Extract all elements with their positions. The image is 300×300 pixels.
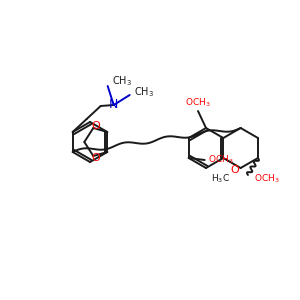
Text: O: O xyxy=(91,153,100,163)
Text: H$_3$C: H$_3$C xyxy=(211,173,230,185)
Text: CH$_3$: CH$_3$ xyxy=(134,85,154,99)
Text: CH$_3$: CH$_3$ xyxy=(112,74,132,88)
Text: OCH$_3$: OCH$_3$ xyxy=(185,97,211,109)
Text: OCH$_3$: OCH$_3$ xyxy=(254,173,280,185)
Text: O: O xyxy=(91,121,100,131)
Text: OCH$_3$: OCH$_3$ xyxy=(208,154,233,166)
Text: N: N xyxy=(109,98,118,110)
Text: O: O xyxy=(230,165,239,175)
